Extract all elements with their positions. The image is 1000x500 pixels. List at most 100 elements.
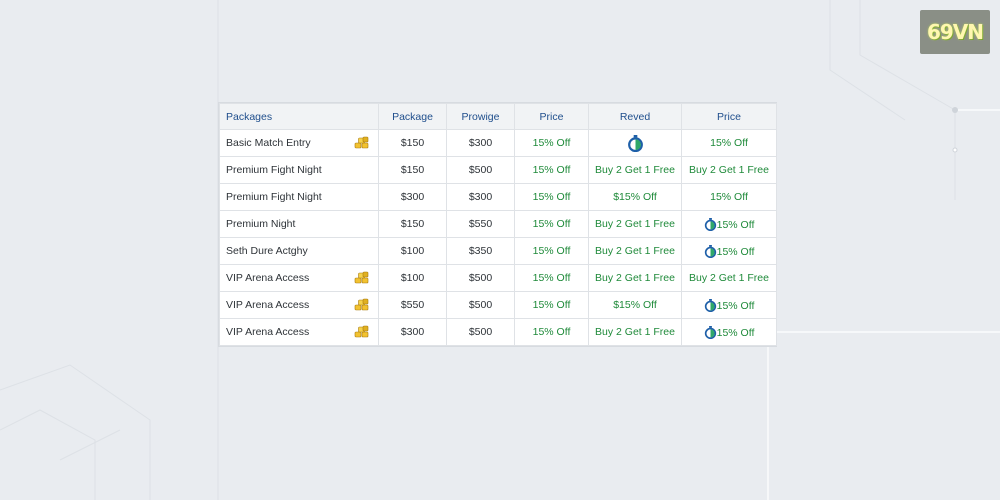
price-cell: 15% Off: [514, 156, 589, 184]
cell-text: $15% Off: [613, 191, 657, 203]
cell-text: Basic Match Entry: [226, 137, 311, 149]
timer-icon: [704, 325, 717, 339]
cell-text: 15% Off: [716, 299, 755, 312]
brand-logo[interactable]: 69VN: [920, 10, 990, 54]
reved-cell: [588, 129, 682, 157]
price-2-cell: 15% Off: [681, 291, 777, 319]
gold-coins-icon: [354, 271, 370, 284]
cell-text: 15% Off: [532, 299, 571, 311]
prowige-cell: $300: [446, 129, 515, 157]
reved-cell: Buy 2 Get 1 Free: [588, 318, 682, 346]
header-reved[interactable]: Reved: [588, 103, 682, 130]
timer-icon: [704, 298, 717, 312]
table-row[interactable]: VIP Arena Access $300 $500 15% Off Buy 2 Get…: [219, 318, 777, 346]
reved-cell: $15% Off: [588, 183, 682, 211]
table-header-row: Packages Package Prowige Price Reved Pri…: [219, 103, 777, 130]
table-row[interactable]: Basic Match Entry $150 $300 15% Off 15% Off: [219, 129, 777, 157]
reved-cell: $15% Off: [588, 291, 682, 319]
cell-text: 15% Off: [532, 326, 571, 338]
cell-text: $550: [468, 218, 493, 230]
cell-text: Premium Night: [226, 218, 296, 230]
package-name-cell: Premium Fight Night: [219, 156, 379, 184]
cell-text: $150: [400, 218, 425, 230]
packages-table: Packages Package Prowige Price Reved Pri…: [219, 103, 777, 346]
timer-icon: [704, 244, 717, 258]
cell-text: Buy 2 Get 1 Free: [595, 326, 675, 338]
header-price[interactable]: Price: [514, 103, 589, 130]
price-2-cell: 15% Off: [681, 237, 777, 265]
cell-text: 15% Off: [716, 218, 755, 231]
cell-text: $500: [468, 164, 493, 176]
header-prowige[interactable]: Prowige: [446, 103, 515, 130]
cell-text: $300: [400, 326, 425, 338]
reved-cell: Buy 2 Get 1 Free: [588, 156, 682, 184]
cell-text: $550: [400, 299, 425, 311]
cell-text: Premium Fight Night: [226, 191, 322, 203]
price-2-cell: 15% Off: [681, 210, 777, 238]
prowige-cell: $500: [446, 291, 515, 319]
cell-text: Buy 2 Get 1 Free: [595, 218, 675, 230]
cell-text: Buy 2 Get 1 Free: [689, 272, 769, 284]
cell-text: VIP Arena Access: [226, 326, 310, 338]
cell-text: 15% Off: [716, 245, 755, 258]
timer-icon: [704, 217, 717, 231]
packages-table-panel: Packages Package Prowige Price Reved Pri…: [218, 102, 777, 347]
cell-text: $100: [400, 272, 425, 284]
price-cell: 15% Off: [514, 318, 589, 346]
price-2-cell: 15% Off: [681, 183, 777, 211]
price-cell: 15% Off: [514, 129, 589, 157]
package-cell: $150: [378, 129, 447, 157]
table-body: Basic Match Entry $150 $300 15% Off 15% Off P…: [219, 129, 777, 346]
price-2-cell: Buy 2 Get 1 Free: [681, 264, 777, 292]
cell-text: $500: [468, 299, 493, 311]
table-row[interactable]: Seth Dure Actghy $100 $350 15% Off Buy 2 Get…: [219, 237, 777, 265]
gold-coins-icon: [354, 325, 370, 338]
cell-text: $150: [400, 137, 425, 149]
table-row[interactable]: VIP Arena Access $100 $500 15% Off Buy 2 Get…: [219, 264, 777, 292]
gold-coins-icon: [354, 136, 370, 149]
reved-cell: Buy 2 Get 1 Free: [588, 264, 682, 292]
cell-text: 15% Off: [532, 272, 571, 284]
package-name-cell: Seth Dure Actghy: [219, 237, 379, 265]
table-row[interactable]: VIP Arena Access $550 $500 15% Off $15% Off 1…: [219, 291, 777, 319]
cell-text: Buy 2 Get 1 Free: [595, 245, 675, 257]
logo-text: 69VN: [926, 20, 984, 44]
cell-text: $300: [400, 191, 425, 203]
price-cell: 15% Off: [514, 264, 589, 292]
package-cell: $550: [378, 291, 447, 319]
gold-coins-icon: [354, 298, 370, 311]
prowige-cell: $300: [446, 183, 515, 211]
package-name-cell: VIP Arena Access: [219, 318, 379, 346]
cell-text: $500: [468, 326, 493, 338]
table-row[interactable]: Premium Fight Night $300 $300 15% Off $15% O…: [219, 183, 777, 211]
cell-text: Buy 2 Get 1 Free: [595, 272, 675, 284]
cell-text: $300: [468, 137, 493, 149]
header-price-2[interactable]: Price: [681, 103, 777, 130]
table-row[interactable]: Premium Fight Night $150 $500 15% Off Buy 2 …: [219, 156, 777, 184]
package-cell: $100: [378, 237, 447, 265]
cell-text: Premium Fight Night: [226, 164, 322, 176]
package-cell: $300: [378, 318, 447, 346]
table-row[interactable]: Premium Night $150 $550 15% Off Buy 2 Get 1 …: [219, 210, 777, 238]
cell-text: 15% Off: [716, 326, 755, 339]
prowige-cell: $500: [446, 156, 515, 184]
price-cell: 15% Off: [514, 210, 589, 238]
header-packages[interactable]: Packages: [219, 103, 379, 130]
reved-cell: Buy 2 Get 1 Free: [588, 210, 682, 238]
package-name-cell: Premium Fight Night: [219, 183, 379, 211]
prowige-cell: $500: [446, 264, 515, 292]
price-2-cell: 15% Off: [681, 129, 777, 157]
package-cell: $300: [378, 183, 447, 211]
header-package[interactable]: Package: [378, 103, 447, 130]
cell-text: 15% Off: [710, 137, 748, 149]
package-name-cell: Basic Match Entry: [219, 129, 379, 157]
cell-text: Buy 2 Get 1 Free: [689, 164, 769, 176]
cell-text: $300: [468, 191, 493, 203]
cell-text: 15% Off: [532, 164, 571, 176]
price-2-cell: Buy 2 Get 1 Free: [681, 156, 777, 184]
package-name-cell: Premium Night: [219, 210, 379, 238]
price-cell: 15% Off: [514, 183, 589, 211]
price-2-cell: 15% Off: [681, 318, 777, 346]
cell-text: $15% Off: [613, 299, 657, 311]
